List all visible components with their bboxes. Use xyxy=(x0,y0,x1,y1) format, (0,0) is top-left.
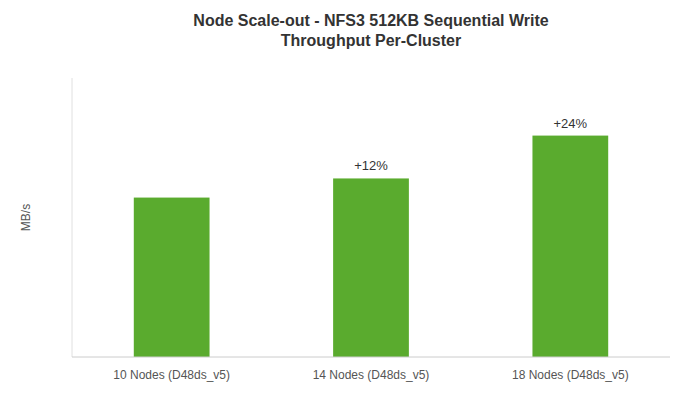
bar xyxy=(532,136,608,357)
x-tick-label: 10 Nodes (D48ds_v5) xyxy=(113,368,230,382)
annotation: +24% xyxy=(554,116,588,131)
bars xyxy=(134,136,608,357)
chart-container: Node Scale-out - NFS3 512KB Sequential W… xyxy=(0,0,690,419)
title-line: Node Scale-out - NFS3 512KB Sequential W… xyxy=(193,12,548,29)
chart: Node Scale-out - NFS3 512KB Sequential W… xyxy=(0,0,690,419)
bar xyxy=(333,178,409,357)
annotation: +12% xyxy=(354,158,388,173)
bar xyxy=(134,198,210,357)
y-axis-line xyxy=(72,78,73,357)
x-axis-line xyxy=(72,357,670,358)
x-tick-label: 14 Nodes (D48ds_v5) xyxy=(313,368,430,382)
title: Node Scale-out - NFS3 512KB Sequential W… xyxy=(193,12,548,49)
title-line: Throughput Per-Cluster xyxy=(281,32,461,49)
x-tick-label: 18 Nodes (D48ds_v5) xyxy=(512,368,629,382)
y-axis-label: MB/s xyxy=(19,204,33,231)
